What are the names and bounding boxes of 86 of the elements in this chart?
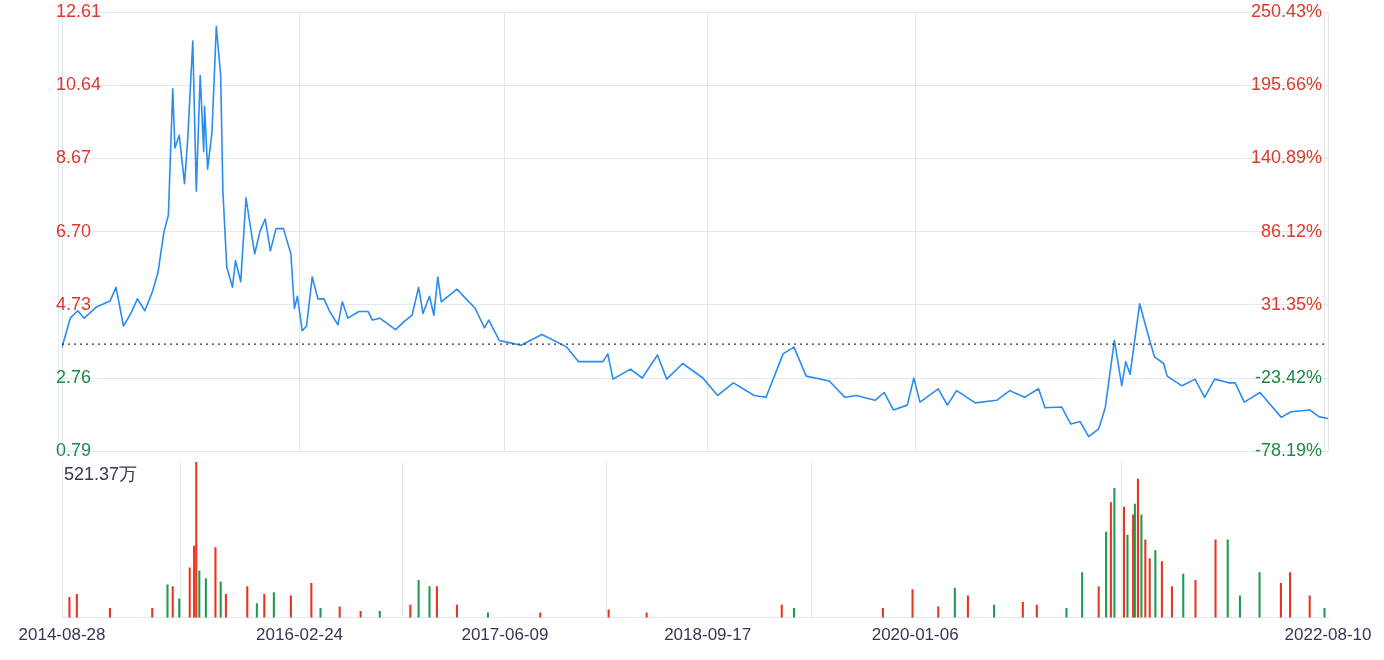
bar	[1122, 506, 1126, 618]
bar	[455, 604, 458, 618]
bar	[1160, 561, 1163, 618]
y-tick-label: 10.64	[56, 74, 102, 95]
bar	[1148, 558, 1151, 618]
y-tick-label: 0.79	[56, 440, 92, 461]
bar	[224, 593, 227, 618]
bar	[1035, 604, 1038, 618]
bar	[435, 586, 438, 618]
bar	[1226, 539, 1229, 618]
bar	[1109, 502, 1112, 618]
y-tick-label: 8.67	[56, 147, 92, 168]
annotation: 521.37万	[64, 463, 138, 484]
bar	[911, 589, 914, 618]
x-tick-label: 2014-08-28	[18, 625, 106, 645]
bar	[171, 586, 174, 618]
bar	[319, 607, 322, 618]
y-tick-label: 4.73	[56, 293, 92, 314]
x-tick-label: 2020-01-06	[871, 625, 959, 645]
x-tick-label: 2018-09-17	[664, 625, 752, 645]
bar	[1021, 601, 1024, 618]
y-tick-label: 2.76	[56, 366, 92, 387]
bar	[1154, 550, 1157, 618]
bar	[1194, 579, 1197, 618]
bar	[409, 604, 412, 618]
y2-tick-label: -23.42%	[1254, 366, 1322, 387]
bar	[178, 598, 181, 618]
bar	[1170, 586, 1173, 618]
y2-tick-label: -78.19%	[1254, 440, 1322, 461]
y-tick-label: 12.61	[56, 0, 102, 21]
bar	[1238, 595, 1241, 618]
bar	[272, 592, 275, 618]
bar	[1279, 583, 1282, 618]
bar	[1133, 503, 1136, 618]
bar	[108, 607, 111, 618]
x-tick-label: 2022-08-10	[1284, 625, 1372, 645]
bar	[289, 595, 292, 618]
bar	[428, 586, 431, 618]
bar	[1289, 572, 1292, 618]
bar	[166, 584, 169, 618]
bar	[188, 567, 191, 618]
bar	[1126, 534, 1129, 618]
bar	[937, 606, 940, 618]
bar	[993, 604, 996, 618]
bar	[246, 586, 249, 618]
bar	[1113, 488, 1116, 618]
bar	[417, 579, 420, 618]
bar	[68, 597, 71, 618]
y2-tick-label: 250.43%	[1250, 0, 1322, 21]
bar	[1081, 572, 1084, 618]
bar	[255, 603, 258, 618]
bar	[338, 606, 341, 618]
y-tick-label: 6.70	[56, 220, 92, 241]
bar	[953, 587, 956, 618]
bar	[310, 583, 313, 618]
bar	[219, 581, 222, 618]
bar	[1097, 586, 1100, 618]
bar	[198, 570, 201, 618]
y2-tick-label: 195.66%	[1250, 74, 1322, 95]
bar	[214, 547, 217, 618]
bar	[195, 462, 198, 618]
bar	[151, 607, 154, 618]
bar	[75, 593, 78, 618]
bar	[1258, 572, 1261, 618]
bar	[1182, 573, 1185, 618]
bar	[1105, 531, 1108, 618]
bar	[966, 595, 969, 618]
bar	[1132, 514, 1135, 618]
bar	[1136, 478, 1139, 618]
x-tick-label: 2016-02-24	[256, 625, 344, 645]
bar	[1308, 595, 1311, 618]
bar	[1323, 607, 1326, 618]
y2-tick-label: 31.35%	[1260, 293, 1322, 314]
x-tick-label: 2017-06-09	[461, 625, 549, 645]
y2-tick-label: 86.12%	[1260, 220, 1322, 241]
bar	[1065, 607, 1068, 618]
bar	[881, 607, 884, 618]
bar	[607, 609, 610, 618]
bar	[792, 607, 795, 618]
bar	[263, 593, 266, 618]
bar	[780, 604, 783, 618]
bar	[1214, 539, 1217, 618]
bar	[1140, 514, 1143, 618]
y2-tick-label: 140.89%	[1250, 147, 1322, 168]
bar	[1144, 539, 1147, 618]
bar	[204, 578, 207, 618]
